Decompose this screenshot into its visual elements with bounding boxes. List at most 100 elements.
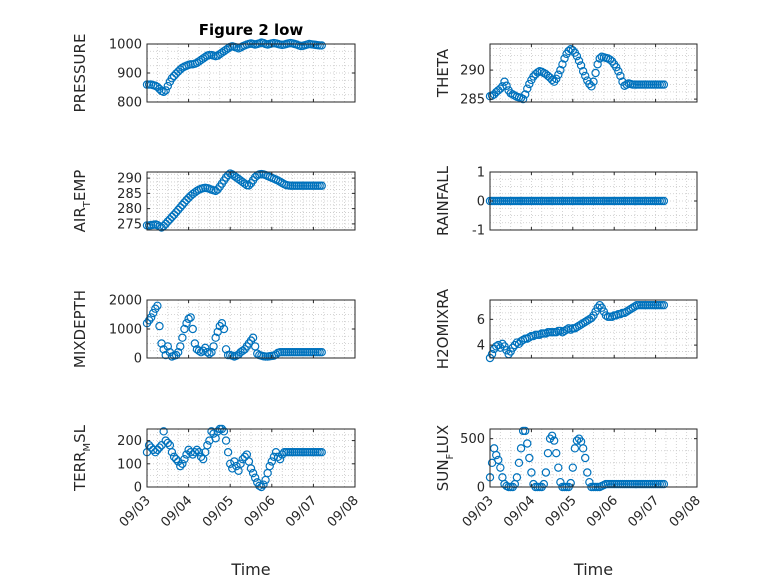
data-point (223, 448, 233, 457)
data-point (560, 326, 569, 336)
data-point (547, 431, 557, 440)
y-tick-label: 6 (477, 313, 485, 328)
y-tick-label: 100 (117, 457, 142, 472)
y-tick-label: 1 (477, 166, 485, 181)
data-point (562, 325, 571, 334)
data-point (558, 60, 567, 69)
data-point (178, 200, 187, 210)
data-point (198, 54, 208, 63)
data-point (564, 46, 573, 56)
data-point (203, 441, 212, 450)
data-point (612, 62, 621, 72)
data-point (186, 313, 195, 322)
x-axis-ticks (489, 172, 698, 230)
y-tick-label: -1 (472, 224, 485, 239)
data-point (232, 461, 241, 471)
data-point (219, 324, 229, 334)
data-point (525, 453, 534, 463)
data-point (578, 444, 588, 453)
x-axis-ticks (146, 300, 356, 358)
data-point (570, 324, 580, 333)
x-tick-label: 09/06 (584, 493, 621, 530)
data-point (518, 94, 528, 104)
x-axis-label: Time (230, 560, 270, 579)
data-point (581, 71, 590, 81)
data-point (624, 306, 633, 315)
data-point (176, 461, 185, 471)
data-point (221, 45, 231, 55)
data-point (167, 448, 177, 457)
data-point (558, 328, 567, 337)
data-point (535, 330, 544, 339)
data-point (520, 90, 530, 99)
grid-lines (490, 172, 697, 230)
data-point (564, 324, 573, 333)
data-point (560, 54, 569, 63)
data-point (196, 452, 206, 462)
y-axis-label: SUNFLUX (434, 425, 456, 491)
data-point (593, 60, 602, 69)
data-point (583, 316, 592, 325)
x-tick-label: 09/08 (667, 493, 704, 530)
data-point (165, 215, 175, 224)
data-point (508, 343, 517, 352)
data-point (498, 82, 507, 91)
x-tick-label: 09/04 (158, 493, 195, 530)
y-axis-label: PRESSURE (71, 34, 89, 113)
data-point (221, 436, 231, 445)
data-point (176, 65, 185, 74)
data-point (240, 179, 249, 188)
data-point (163, 81, 172, 91)
data-point (182, 195, 191, 205)
subplot-mixdepth: 0 1000 2000 MIXDEPTH (71, 290, 356, 368)
data-point (209, 342, 218, 351)
data-series-rainfall (485, 196, 669, 206)
data-point (500, 77, 509, 86)
data-point (188, 324, 197, 334)
data-point (144, 441, 154, 450)
y-axis-label: MIXDEPTH (71, 290, 89, 368)
data-point (169, 452, 179, 462)
y-axis-ticks: 46 (477, 313, 697, 354)
data-point (541, 468, 551, 477)
grid-lines (490, 44, 697, 102)
data-point (259, 480, 268, 489)
data-point (554, 463, 563, 472)
data-point (574, 56, 584, 66)
data-point (217, 48, 227, 57)
x-axis-ticks (489, 300, 698, 358)
data-point (574, 321, 584, 330)
data-point (547, 75, 557, 85)
data-point (205, 349, 214, 358)
data-point (176, 342, 185, 351)
data-point (512, 473, 522, 482)
y-tick-label: 200 (117, 434, 142, 449)
data-series-mixdepth (142, 301, 326, 361)
data-point (221, 345, 231, 354)
y-tick-label: 0 (477, 195, 485, 210)
data-point (659, 196, 669, 206)
data-point (236, 348, 245, 357)
y-tick-label: 800 (117, 96, 142, 111)
data-point (549, 436, 559, 445)
y-axis-ticks: -1 0 1 (472, 166, 697, 239)
data-point (581, 317, 590, 327)
data-point (605, 55, 615, 64)
axes-box (146, 428, 356, 488)
data-point (520, 426, 530, 436)
subplot-sun-flux: 0 500 09/03 09/04 09/05 09/06 09/07 09/08 SUNFLU… (434, 425, 704, 579)
data-point (203, 348, 212, 357)
data-point (581, 453, 590, 463)
x-tick-label: 09/05 (543, 493, 580, 530)
data-point (182, 319, 191, 328)
x-tick-label: 09/07 (625, 493, 662, 530)
data-point (510, 340, 520, 350)
y-tick-label: 290 (117, 172, 142, 187)
data-point (541, 329, 551, 338)
data-point (659, 80, 669, 89)
data-point (626, 304, 635, 314)
